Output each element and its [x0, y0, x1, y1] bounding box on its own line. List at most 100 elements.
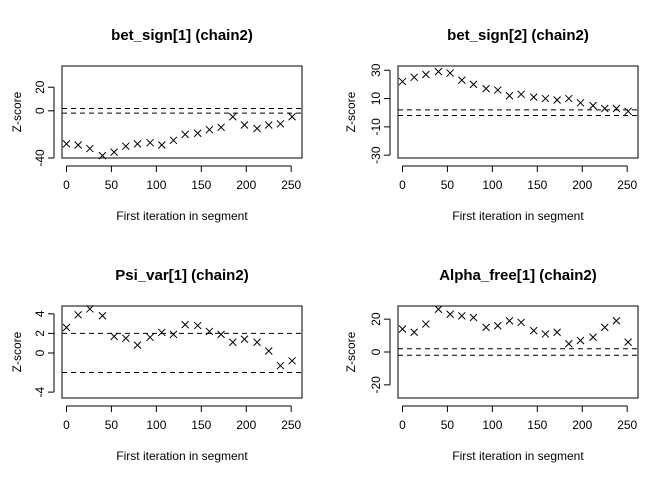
data-point — [493, 86, 502, 94]
data-point — [181, 130, 189, 139]
data-point — [624, 107, 632, 116]
data-point — [398, 77, 407, 86]
data-point — [517, 90, 525, 99]
data-point — [253, 338, 261, 347]
x-tick-label: 0 — [399, 178, 406, 192]
data-point — [589, 333, 597, 342]
data-point — [62, 139, 71, 148]
data-point — [457, 312, 466, 320]
data-point — [110, 148, 118, 156]
x-tick-label: 100 — [146, 418, 166, 432]
data-point — [276, 361, 285, 370]
x-tick-label: 200 — [236, 418, 256, 432]
data-point — [410, 328, 419, 337]
x-tick-label: 0 — [63, 178, 70, 192]
x-axis-label: First iteration in segment — [452, 449, 584, 463]
x-axis: 0 50 100 150 200 250 — [63, 165, 302, 192]
data-point — [157, 328, 166, 337]
data-point — [446, 69, 454, 77]
data-point — [98, 151, 107, 160]
data-point — [62, 323, 71, 332]
data-point — [576, 98, 585, 107]
data-point — [482, 323, 490, 332]
data-point — [228, 338, 237, 347]
data-point — [457, 76, 466, 85]
data-point — [541, 94, 550, 103]
x-tick-label: 250 — [617, 178, 637, 192]
x-axis-label: First iteration in segment — [116, 449, 248, 463]
data-point — [228, 112, 237, 121]
data-point — [564, 339, 573, 348]
data-point — [157, 141, 166, 149]
data-point — [253, 124, 261, 133]
x-tick-label: 0 — [399, 418, 406, 432]
data-series — [62, 112, 296, 160]
x-tick-label: 250 — [617, 418, 637, 432]
data-point — [133, 341, 142, 350]
plot-frame — [61, 65, 303, 159]
data-point — [288, 356, 296, 365]
data-point — [553, 328, 561, 337]
data-point — [553, 96, 561, 104]
data-point — [98, 311, 107, 320]
chart-panel-2: bet_sign[2] (chain2) 0 50 100 150 200 250 -30 -1… — [344, 27, 639, 223]
x-tick-label: 200 — [236, 178, 256, 192]
data-point — [541, 330, 550, 338]
data-point — [529, 93, 538, 101]
data-point — [264, 347, 273, 355]
data-point — [434, 67, 443, 76]
data-point — [264, 121, 273, 129]
data-point — [612, 316, 621, 325]
x-tick-label: 250 — [281, 418, 301, 432]
y-tick-label: -40 — [33, 149, 47, 167]
data-point — [74, 310, 83, 319]
x-tick-label: 100 — [146, 178, 166, 192]
x-tick-label: 200 — [572, 178, 592, 192]
plot-frame — [397, 65, 639, 159]
plot-frame — [397, 305, 639, 399]
chart-title: bet_sign[2] (chain2) — [447, 27, 589, 44]
x-tick-label: 150 — [527, 418, 547, 432]
data-point — [589, 101, 597, 110]
data-point — [86, 144, 94, 153]
data-point — [482, 84, 490, 93]
x-axis: 0 50 100 150 200 250 — [63, 405, 302, 432]
x-tick-label: 250 — [281, 178, 301, 192]
data-point — [505, 91, 514, 100]
x-tick-label: 150 — [191, 178, 211, 192]
y-tick-label: 0 — [369, 348, 383, 355]
data-point — [240, 121, 249, 129]
y-tick-label: 2 — [33, 330, 47, 337]
plot-frame — [61, 305, 303, 399]
data-point — [217, 123, 225, 132]
x-tick-label: 150 — [527, 178, 547, 192]
y-axis: -4 0 2 4 — [33, 310, 55, 397]
data-point — [600, 104, 609, 113]
data-point — [576, 336, 585, 345]
data-series — [398, 305, 632, 348]
data-point — [493, 321, 502, 330]
x-tick-label: 200 — [572, 418, 592, 432]
y-tick-label: -4 — [33, 386, 47, 397]
y-axis-label: Z-score — [10, 331, 24, 372]
x-tick-label: 50 — [105, 178, 119, 192]
x-tick-label: 50 — [105, 418, 119, 432]
data-point — [121, 334, 130, 343]
y-tick-label: 30 — [369, 63, 383, 77]
data-series — [62, 305, 296, 370]
data-point — [612, 104, 621, 113]
data-point — [422, 70, 430, 79]
x-tick-label: 0 — [63, 418, 70, 432]
y-tick-label: -10 — [369, 118, 383, 136]
data-point — [276, 119, 285, 128]
data-point — [398, 325, 407, 333]
data-point — [133, 139, 142, 148]
y-tick-label: 20 — [33, 80, 47, 94]
y-axis-label: Z-score — [10, 91, 24, 132]
data-point — [121, 142, 130, 151]
data-series — [398, 67, 632, 116]
x-tick-label: 100 — [482, 178, 502, 192]
x-axis: 0 50 100 150 200 250 — [399, 165, 638, 192]
data-point — [205, 125, 214, 134]
